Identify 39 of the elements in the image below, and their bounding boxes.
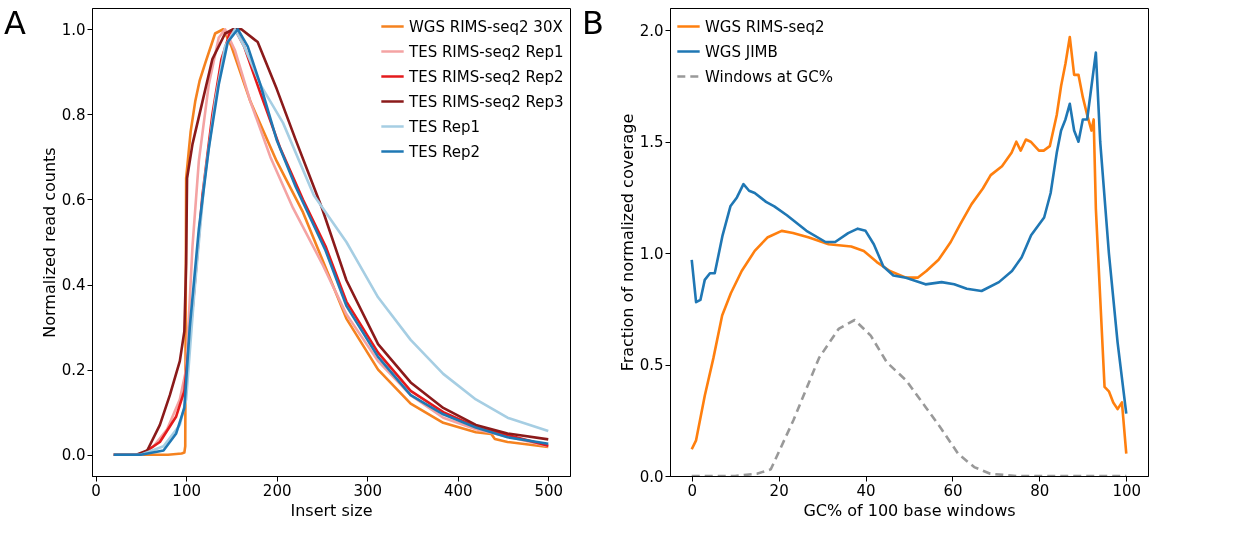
- y-tick-label: 0.5: [639, 356, 664, 375]
- legend-label: WGS RIMS-seq2: [705, 17, 825, 36]
- x-tick-label: 60: [943, 481, 963, 500]
- legend-label: TES Rep2: [408, 142, 480, 161]
- x-tick-label: 0: [687, 481, 697, 500]
- x-tick-label: 40: [856, 481, 876, 500]
- y-tick-label: 0.4: [61, 276, 86, 295]
- legend-label: Windows at GC%: [705, 67, 833, 86]
- text: A: [4, 4, 26, 42]
- legend-label: WGS RIMS-seq2 30X: [409, 17, 563, 36]
- y-tick-label: 0.2: [61, 361, 86, 380]
- y-tick-label: 0.0: [639, 467, 664, 486]
- legend-label: TES RIMS-seq2 Rep3: [408, 92, 564, 111]
- y-tick-label: 1.5: [639, 133, 664, 152]
- x-tick-label: 200: [262, 481, 292, 500]
- y-axis-title: Normalized read counts: [39, 147, 59, 338]
- x-axis-title: GC% of 100 base windows: [803, 500, 1016, 520]
- y-tick-label: 1.0: [61, 20, 86, 39]
- x-tick-label: 400: [443, 481, 473, 500]
- legend-label: TES RIMS-seq2 Rep1: [408, 42, 564, 61]
- x-tick-label: 500: [534, 481, 564, 500]
- legend-label: TES Rep1: [408, 117, 480, 136]
- x-tick-label: 100: [172, 481, 201, 500]
- x-tick-label: 80: [1030, 481, 1050, 500]
- x-tick-label: 100: [1112, 481, 1142, 500]
- y-tick-label: 0.8: [61, 105, 86, 124]
- y-axis-title: Fraction of normalized coverage: [617, 113, 637, 372]
- x-tick-label: 0: [91, 481, 101, 500]
- y-tick-label: 1.0: [639, 244, 664, 263]
- x-axis-title: Insert size: [290, 500, 373, 520]
- text: B: [582, 4, 604, 42]
- legend-label: TES RIMS-seq2 Rep2: [408, 67, 564, 86]
- legend-label: WGS JIMB: [705, 42, 778, 61]
- y-tick-label: 0.0: [61, 446, 86, 465]
- line-series: [690, 318, 1128, 476]
- y-tick-label: 0.6: [61, 190, 86, 209]
- y-tick-label: 2.0: [639, 21, 664, 40]
- x-tick-label: 300: [353, 481, 383, 500]
- x-tick-label: 20: [769, 481, 789, 500]
